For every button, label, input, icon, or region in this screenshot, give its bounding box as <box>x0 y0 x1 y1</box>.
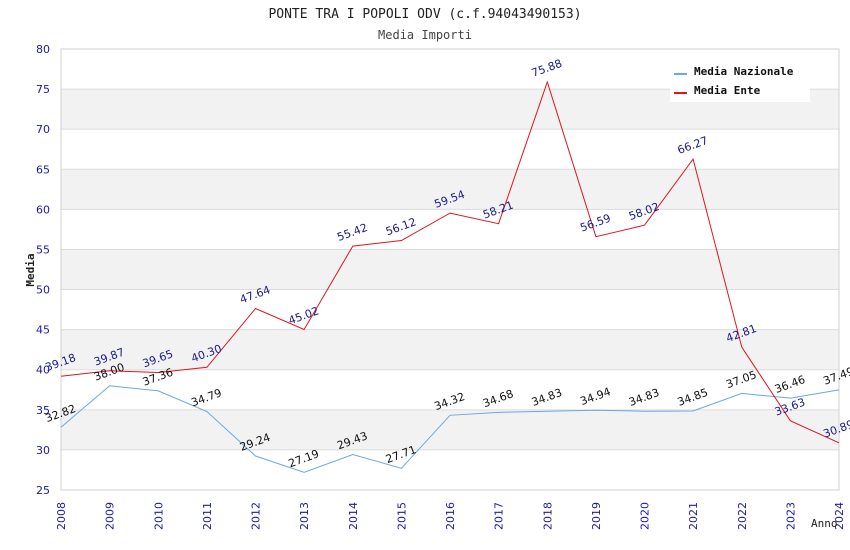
grid-band <box>61 249 839 290</box>
data-label: 34.94 <box>578 385 612 408</box>
x-axis-label: Anno <box>811 517 838 530</box>
x-tick-label: 2011 <box>201 502 214 530</box>
grid-band <box>61 169 839 210</box>
x-tick-label: 2019 <box>590 502 603 530</box>
data-label: 56.12 <box>384 215 418 238</box>
y-axis-label: Media <box>24 253 37 286</box>
y-tick-label: 70 <box>36 123 50 136</box>
legend-entry: Media Ente <box>694 84 761 97</box>
y-tick-label: 65 <box>36 163 50 176</box>
legend-background <box>670 60 810 102</box>
grid-band <box>61 409 839 450</box>
data-label: 55.42 <box>335 221 369 244</box>
x-tick-label: 2012 <box>250 502 263 530</box>
data-label: 34.79 <box>189 386 223 409</box>
series-line-media-ente <box>60 80 840 444</box>
x-tick-label: 2015 <box>395 502 408 530</box>
y-tick-label: 80 <box>36 43 50 56</box>
data-label: 45.02 <box>287 304 321 327</box>
series-line-media-nazionale <box>60 385 840 473</box>
y-tick-label: 75 <box>36 83 50 96</box>
legend-entry: Media Nazionale <box>694 65 794 78</box>
data-label: 34.68 <box>481 387 515 410</box>
x-tick-label: 2013 <box>298 502 311 530</box>
x-tick-label: 2024 <box>833 502 846 530</box>
x-tick-label: 2016 <box>444 502 457 530</box>
data-label: 36.46 <box>773 373 807 396</box>
x-axis-ticks: 2008 2009 2010 2011 2012 2013 2014 2015 2016 2017… <box>55 502 846 530</box>
data-label: 56.59 <box>578 212 612 235</box>
series-lines <box>60 80 840 473</box>
x-tick-label: 2010 <box>152 502 165 530</box>
x-tick-label: 2014 <box>347 502 360 530</box>
legend: Media Nazionale Media Ente <box>670 60 810 102</box>
data-label: 66.27 <box>676 134 710 157</box>
y-tick-label: 25 <box>36 484 50 497</box>
x-tick-label: 2022 <box>736 502 749 530</box>
y-tick-label: 40 <box>36 364 50 377</box>
y-tick-label: 55 <box>36 243 50 256</box>
data-label: 34.85 <box>676 386 710 409</box>
y-tick-label: 60 <box>36 203 50 216</box>
x-tick-label: 2023 <box>784 502 797 530</box>
data-label: 75.88 <box>530 57 564 80</box>
chart-title: PONTE TRA I POPOLI ODV (c.f.94043490153) <box>268 7 581 22</box>
data-label: 34.83 <box>627 386 661 409</box>
x-tick-label: 2017 <box>493 502 506 530</box>
grid-band <box>61 329 839 370</box>
x-tick-label: 2021 <box>687 502 700 530</box>
data-label: 27.19 <box>287 447 321 470</box>
data-label: 34.83 <box>530 386 564 409</box>
grid-bands <box>61 89 839 450</box>
plot-frame <box>60 48 840 491</box>
x-tick-label: 2018 <box>541 502 554 530</box>
x-tick-label: 2020 <box>639 502 652 530</box>
x-tick-label: 2008 <box>55 502 68 530</box>
y-tick-label: 45 <box>36 324 50 337</box>
data-label: 37.05 <box>724 368 758 391</box>
x-tick-label: 2009 <box>104 502 117 530</box>
y-tick-label: 30 <box>36 444 50 457</box>
y-tick-label: 35 <box>36 404 50 417</box>
y-tick-label: 50 <box>36 284 50 297</box>
chart-subtitle: Media Importi <box>378 28 472 42</box>
y-axis-ticks: 25 30 35 40 45 50 55 60 65 70 75 80 <box>36 43 50 497</box>
